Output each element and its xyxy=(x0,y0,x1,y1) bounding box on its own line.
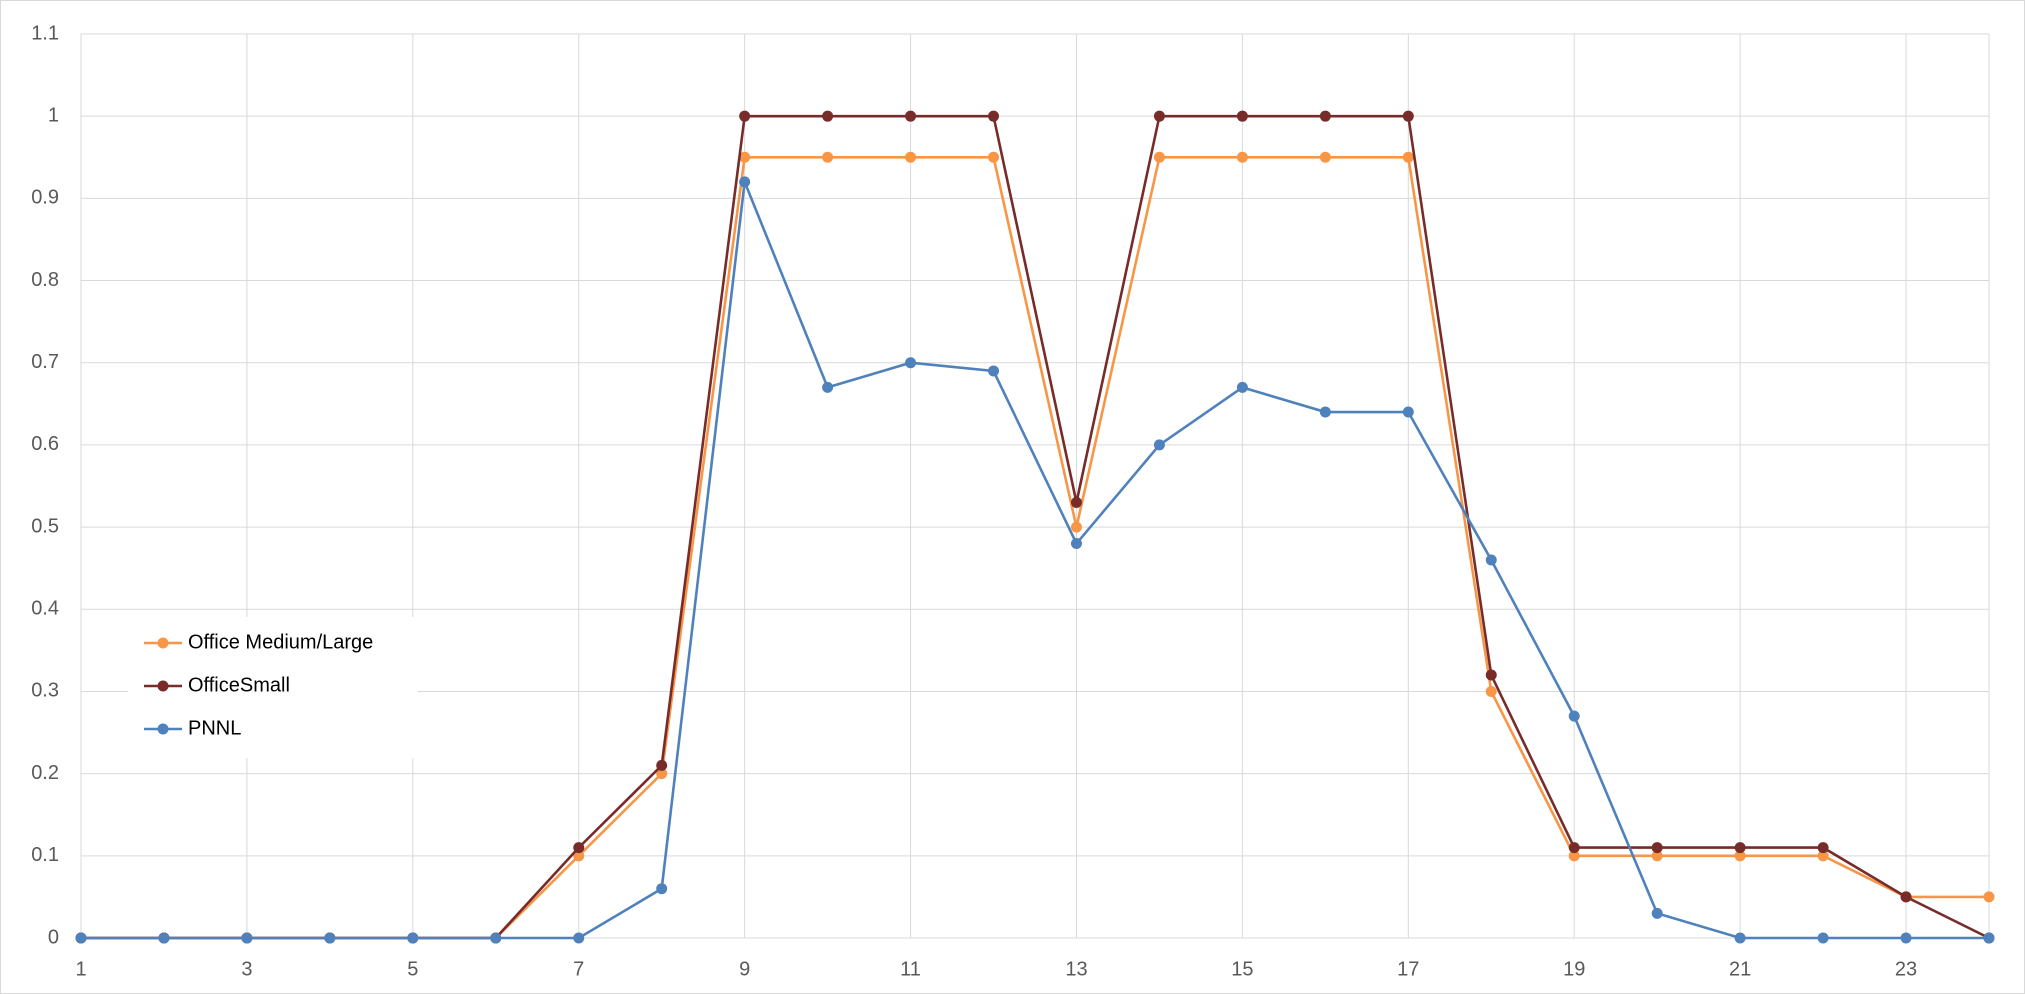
data-point xyxy=(1983,891,1995,903)
data-point xyxy=(573,932,585,944)
data-point xyxy=(1734,932,1746,944)
data-point xyxy=(988,151,1000,163)
data-point xyxy=(988,365,1000,377)
data-point xyxy=(1983,932,1995,944)
x-tick-label: 7 xyxy=(573,958,584,980)
x-tick-label: 9 xyxy=(739,958,750,980)
data-point xyxy=(1568,850,1580,862)
x-tick-label: 3 xyxy=(241,958,252,980)
data-point xyxy=(1319,151,1331,163)
data-point xyxy=(1900,891,1912,903)
data-point xyxy=(656,883,668,895)
y-tick-label: 0.2 xyxy=(31,762,59,784)
x-tick-label: 19 xyxy=(1563,958,1585,980)
x-tick-label: 5 xyxy=(407,958,418,980)
data-point xyxy=(158,932,170,944)
data-point xyxy=(1236,110,1248,122)
y-tick-label: 0.5 xyxy=(31,515,59,537)
data-point xyxy=(739,176,751,188)
data-point xyxy=(822,381,834,393)
data-point xyxy=(1485,669,1497,681)
data-point xyxy=(1817,850,1829,862)
data-point xyxy=(1153,151,1165,163)
data-point xyxy=(1568,710,1580,722)
legend-marker xyxy=(157,723,169,735)
y-tick-label: 0.3 xyxy=(31,680,59,702)
y-tick-label: 0.9 xyxy=(31,187,59,209)
data-point xyxy=(988,110,1000,122)
data-point xyxy=(1651,850,1663,862)
x-tick-label: 11 xyxy=(900,958,921,980)
data-point xyxy=(1651,907,1663,919)
data-point xyxy=(573,850,585,862)
legend-label: Office Medium/Large xyxy=(188,631,373,653)
data-point xyxy=(75,932,87,944)
data-point xyxy=(1153,439,1165,451)
y-tick-label: 1.1 xyxy=(31,22,59,44)
data-point xyxy=(573,842,585,854)
series-line xyxy=(81,181,1989,940)
data-point xyxy=(1817,932,1829,944)
data-point xyxy=(739,110,751,122)
data-point xyxy=(1070,521,1082,533)
y-tick-label: 1 xyxy=(48,104,59,126)
data-point xyxy=(656,759,668,771)
data-point xyxy=(1319,110,1331,122)
data-point xyxy=(1236,151,1248,163)
legend-label: OfficeSmall xyxy=(188,674,290,696)
data-point xyxy=(905,110,917,122)
legend-marker xyxy=(157,637,169,649)
data-point xyxy=(1734,842,1746,854)
data-point xyxy=(1236,381,1248,393)
y-tick-label: 0.4 xyxy=(31,598,59,620)
x-tick-label: 13 xyxy=(1065,958,1087,980)
data-point xyxy=(1402,110,1414,122)
data-point xyxy=(822,151,834,163)
data-point xyxy=(1070,496,1082,508)
x-tick-label: 1 xyxy=(75,958,86,980)
data-point xyxy=(1402,406,1414,418)
data-point xyxy=(905,151,917,163)
data-point xyxy=(324,932,336,944)
data-point xyxy=(656,768,668,780)
data-point xyxy=(407,932,419,944)
x-tick-label: 17 xyxy=(1397,958,1419,980)
data-point xyxy=(1817,842,1829,854)
data-point xyxy=(1402,151,1414,163)
y-tick-label: 0.8 xyxy=(31,269,59,291)
y-tick-label: 0.7 xyxy=(31,351,59,373)
data-point xyxy=(490,932,502,944)
data-point xyxy=(1568,842,1580,854)
x-tick-label: 21 xyxy=(1729,958,1751,980)
legend-marker xyxy=(157,680,169,692)
y-tick-label: 0.6 xyxy=(31,433,59,455)
data-point xyxy=(1651,842,1663,854)
y-tick-label: 0 xyxy=(48,926,59,948)
data-point xyxy=(739,151,751,163)
data-point xyxy=(1070,538,1082,550)
data-point xyxy=(905,357,917,369)
data-point xyxy=(1734,850,1746,862)
data-point xyxy=(1485,685,1497,697)
x-tick-label: 15 xyxy=(1231,958,1253,980)
legend-label: PNNL xyxy=(188,717,241,739)
legend-box xyxy=(128,617,418,758)
data-point xyxy=(1485,554,1497,566)
y-tick-label: 0.1 xyxy=(31,844,59,866)
data-point xyxy=(822,110,834,122)
x-tick-label: 23 xyxy=(1895,958,1917,980)
data-point xyxy=(241,932,253,944)
data-point xyxy=(1900,932,1912,944)
data-point xyxy=(1153,110,1165,122)
data-point xyxy=(1319,406,1331,418)
